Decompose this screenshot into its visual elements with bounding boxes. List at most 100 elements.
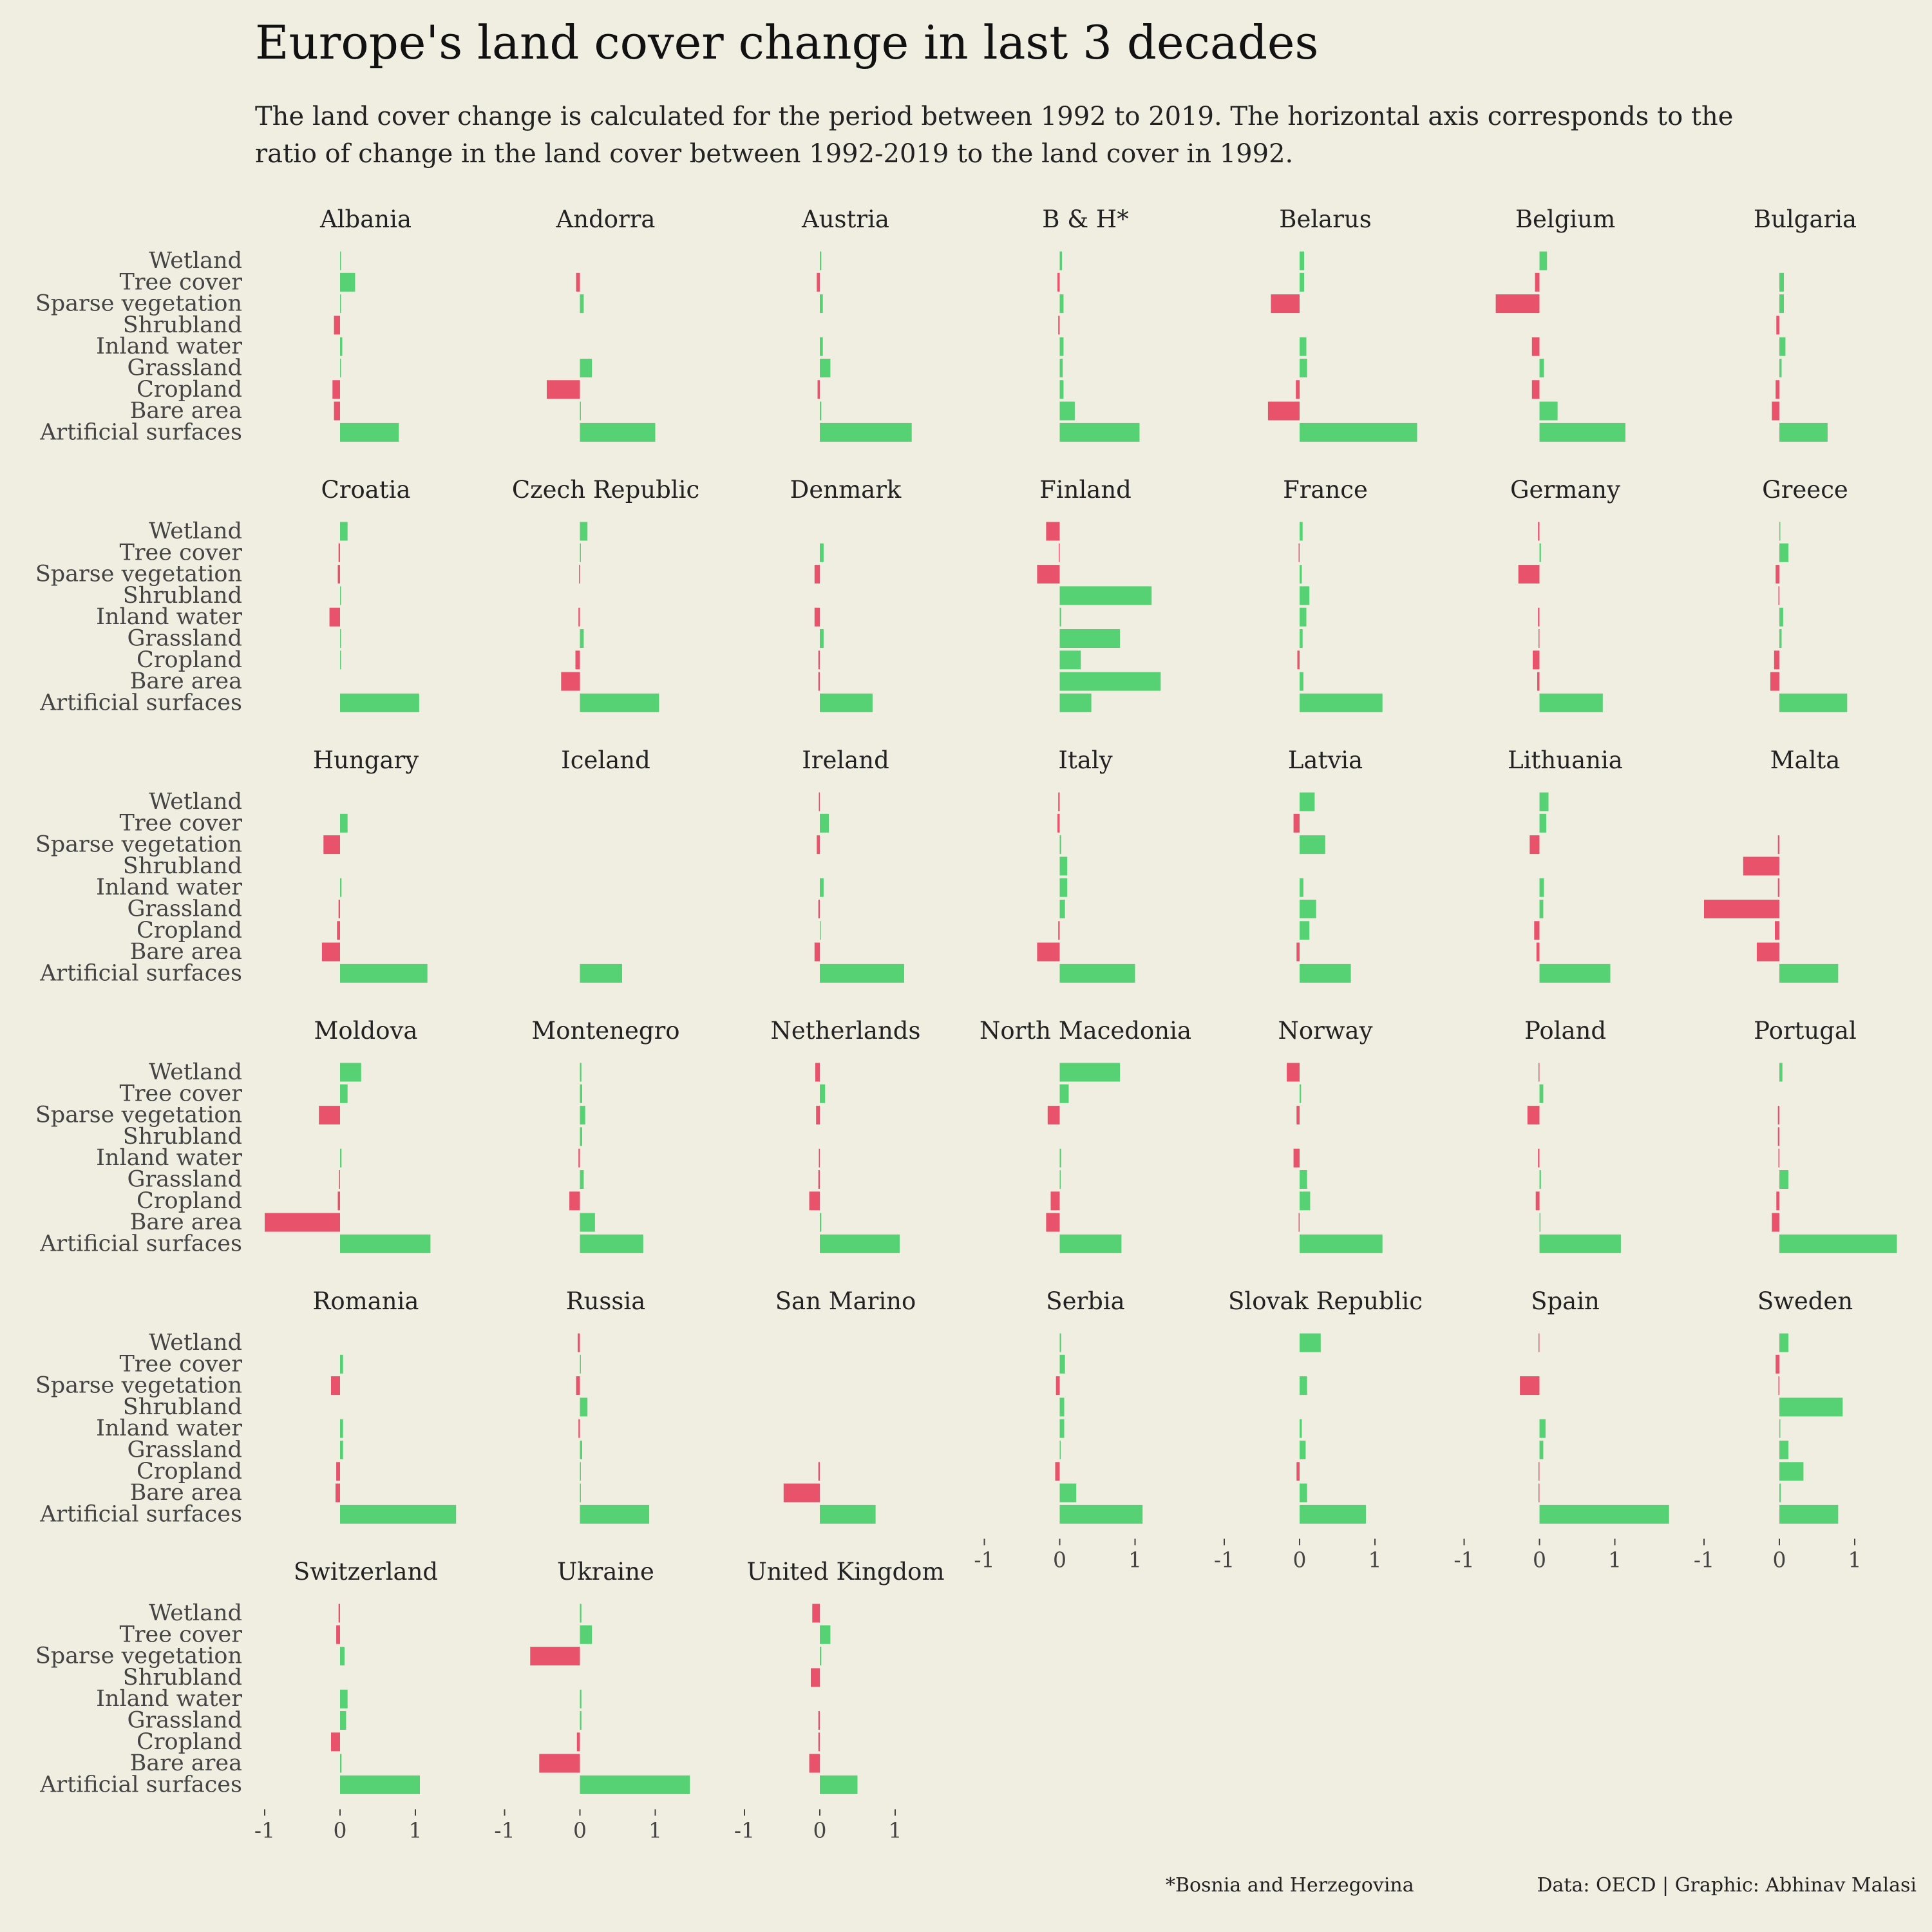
panel: Moldova — [265, 1017, 431, 1253]
bar — [1057, 813, 1060, 833]
bar — [340, 359, 341, 377]
y-tick-label: Cropland — [137, 377, 242, 402]
bar — [820, 337, 823, 356]
bar — [818, 1170, 820, 1189]
y-tick-label: Tree cover — [119, 540, 242, 565]
panel: San Marino — [775, 1287, 916, 1524]
bar — [340, 586, 341, 605]
bar — [1300, 251, 1304, 270]
bar — [337, 565, 340, 584]
bar — [340, 1504, 457, 1524]
bar — [340, 813, 348, 833]
bar — [1539, 1234, 1621, 1253]
panel: Montenegro — [531, 1017, 680, 1253]
panel-title: San Marino — [775, 1287, 916, 1315]
y-tick-label: Cropland — [137, 1729, 242, 1755]
bar — [1539, 1213, 1540, 1232]
bar — [530, 1647, 580, 1666]
panel-title: Finland — [1039, 476, 1132, 504]
bar — [1531, 337, 1540, 356]
chart-title: Europe's land cover change in last 3 dec… — [255, 15, 1319, 70]
bar — [1539, 629, 1540, 648]
bar — [1779, 693, 1848, 712]
bar — [1539, 813, 1546, 833]
bar — [1300, 607, 1307, 627]
panel-title: Netherlands — [771, 1017, 921, 1045]
bar — [1271, 294, 1300, 314]
y-tick-label: Tree cover — [119, 1081, 242, 1106]
bar — [1539, 1170, 1541, 1189]
bar — [337, 1191, 340, 1211]
bar — [1059, 1354, 1065, 1374]
panel-title: North Macedonia — [980, 1017, 1191, 1045]
panel: Norway — [1278, 1017, 1383, 1253]
panel-title: Moldova — [314, 1017, 418, 1045]
y-tick-label: Inland water — [96, 1686, 242, 1712]
bar — [1059, 1419, 1065, 1438]
bar — [580, 1441, 582, 1459]
x-tick-label: 1 — [1128, 1547, 1142, 1572]
bar — [1059, 1441, 1061, 1459]
bar — [1059, 693, 1092, 712]
panel-title: France — [1283, 476, 1368, 504]
bar — [817, 272, 820, 292]
bar — [1300, 565, 1302, 584]
bar — [1779, 1397, 1843, 1417]
bar — [1300, 1504, 1366, 1524]
panel: Hungary — [313, 746, 428, 983]
bar — [1535, 1191, 1540, 1211]
bar — [816, 1106, 820, 1125]
y-tick-label: Sparse vegetation — [35, 291, 242, 317]
bar — [1300, 1191, 1311, 1211]
bar — [1059, 401, 1075, 421]
bar — [1300, 1234, 1383, 1253]
bar — [340, 650, 341, 670]
y-tick-label: Sparse vegetation — [35, 1103, 242, 1128]
bar — [1779, 1504, 1839, 1524]
bar — [1059, 380, 1064, 399]
bar — [578, 1419, 580, 1438]
panel-title: Ukraine — [557, 1558, 654, 1586]
bar — [1779, 522, 1781, 541]
bar — [1538, 1148, 1540, 1168]
bar — [1776, 380, 1780, 399]
y-tick-label: Shrubland — [123, 1665, 242, 1690]
bar — [1059, 359, 1063, 377]
bar — [1704, 900, 1779, 918]
bar — [580, 1711, 582, 1730]
panel-title: Czech Republic — [512, 476, 699, 504]
y-tick-label: Tree cover — [119, 1351, 242, 1377]
bar — [340, 1441, 343, 1459]
bar — [579, 565, 580, 584]
bar — [340, 1063, 361, 1082]
panel-title: Ireland — [802, 746, 889, 774]
bar — [580, 1354, 581, 1374]
bar — [1300, 1333, 1321, 1352]
bar — [340, 1234, 431, 1253]
y-tick-label: Shrubland — [123, 583, 242, 609]
panel: Serbia -1 0 1 — [974, 1287, 1143, 1572]
y-tick-label: Grassland — [128, 1708, 243, 1734]
bar — [814, 565, 820, 584]
panel-title: Germany — [1510, 476, 1620, 504]
panel-title: Portugal — [1754, 1017, 1857, 1045]
bar — [1539, 359, 1544, 377]
bar — [811, 1668, 820, 1687]
y-tick-label: Inland water — [96, 1145, 242, 1171]
bar — [580, 1397, 588, 1417]
bar — [1300, 792, 1315, 811]
bar — [575, 650, 580, 670]
bar — [818, 1732, 820, 1752]
panel: B & H* — [1042, 205, 1140, 442]
bar — [580, 1106, 585, 1125]
bar — [1300, 522, 1303, 541]
panel: Netherlands — [771, 1017, 921, 1253]
bar — [1779, 1462, 1804, 1481]
panel-title: Switzerland — [294, 1558, 438, 1586]
bar — [1779, 543, 1788, 562]
bar — [547, 380, 580, 399]
bar — [1296, 380, 1300, 399]
panel: Austria — [801, 205, 912, 442]
panel: Ireland — [802, 746, 904, 983]
